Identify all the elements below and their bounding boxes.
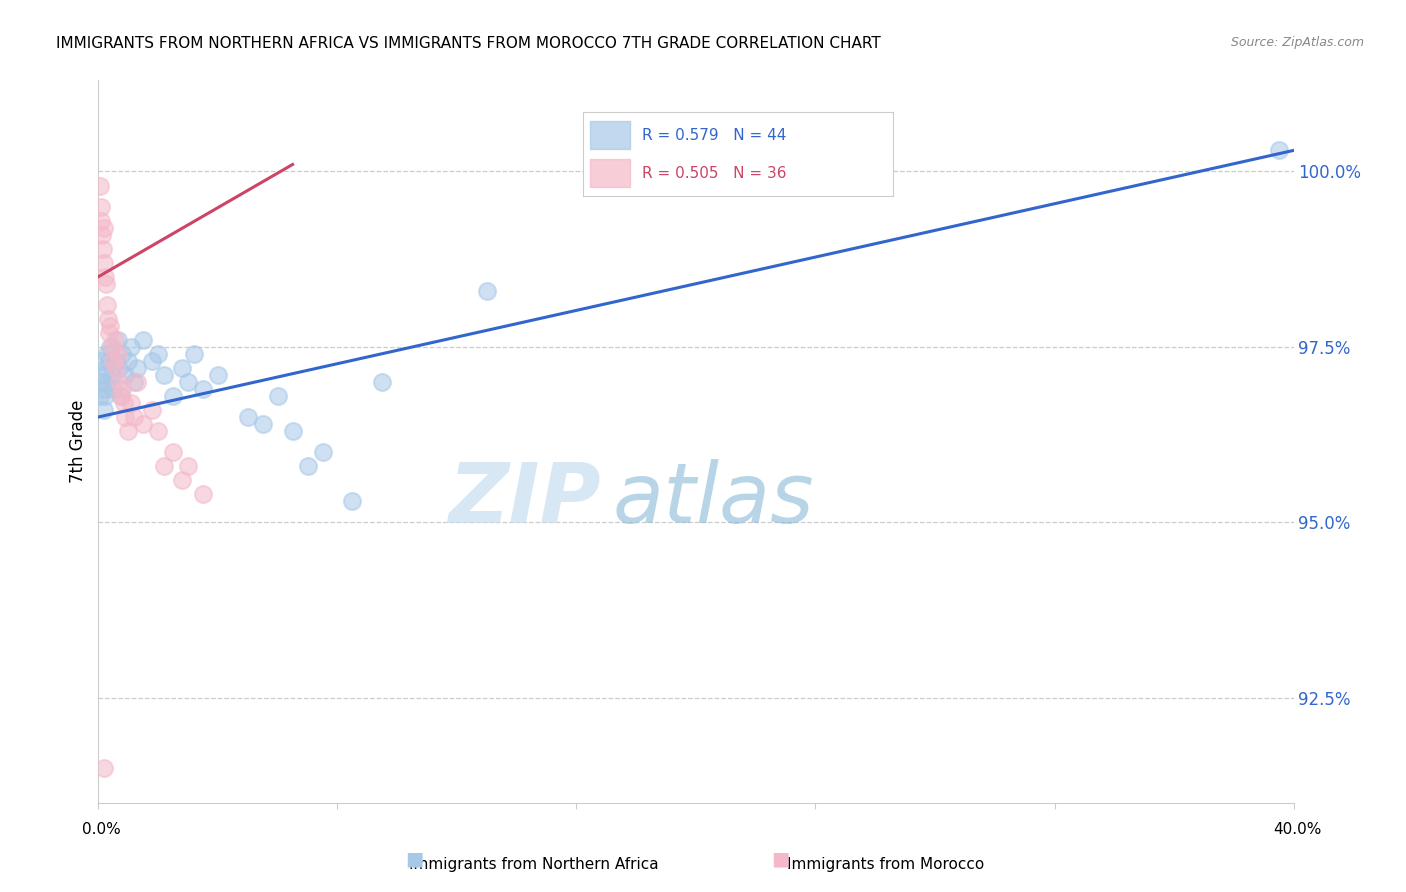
- Text: ■: ■: [770, 850, 790, 869]
- Point: [148, 424, 170, 438]
- Point: [110, 389, 132, 403]
- Point: [91, 375, 114, 389]
- Point: [107, 333, 129, 347]
- Text: Source: ZipAtlas.com: Source: ZipAtlas.com: [1230, 36, 1364, 49]
- Point: [112, 396, 135, 410]
- Point: [108, 360, 131, 375]
- Point: [124, 409, 146, 424]
- Point: [114, 368, 136, 382]
- Point: [98, 318, 122, 333]
- Point: [120, 340, 142, 354]
- Point: [371, 375, 394, 389]
- Point: [94, 389, 117, 403]
- Point: [162, 445, 184, 459]
- Point: [172, 360, 194, 375]
- Text: 0.0%: 0.0%: [82, 822, 121, 837]
- Point: [191, 487, 214, 501]
- Point: [191, 382, 214, 396]
- Point: [475, 284, 498, 298]
- Point: [108, 375, 131, 389]
- Bar: [589, 120, 630, 149]
- Point: [101, 368, 124, 382]
- Text: Immigrants from Northern Africa: Immigrants from Northern Africa: [409, 857, 659, 872]
- Point: [103, 382, 125, 396]
- Point: [90, 200, 112, 214]
- Point: [94, 277, 117, 291]
- Point: [117, 354, 139, 368]
- Point: [111, 382, 134, 396]
- Point: [267, 389, 290, 403]
- Point: [96, 347, 118, 361]
- Point: [93, 255, 115, 269]
- Point: [90, 213, 112, 227]
- Bar: [589, 159, 630, 187]
- Point: [127, 375, 149, 389]
- Point: [1267, 144, 1289, 158]
- Point: [148, 347, 170, 361]
- Point: [162, 389, 184, 403]
- Point: [97, 326, 120, 340]
- Point: [207, 368, 229, 382]
- Text: ZIP: ZIP: [447, 458, 600, 540]
- Point: [91, 368, 114, 382]
- Point: [172, 473, 194, 487]
- Point: [281, 424, 304, 438]
- Point: [183, 347, 205, 361]
- Text: R = 0.579   N = 44: R = 0.579 N = 44: [643, 128, 786, 143]
- Point: [177, 459, 200, 474]
- Point: [105, 360, 128, 375]
- Text: Immigrants from Morocco: Immigrants from Morocco: [787, 857, 984, 872]
- Point: [141, 354, 163, 368]
- Point: [132, 333, 155, 347]
- Point: [104, 333, 127, 347]
- Point: [97, 354, 120, 368]
- Point: [90, 354, 112, 368]
- Point: [236, 409, 259, 424]
- Point: [111, 347, 134, 361]
- Point: [153, 368, 176, 382]
- Point: [94, 360, 117, 375]
- Point: [114, 409, 136, 424]
- Text: atlas: atlas: [613, 458, 814, 540]
- Point: [105, 354, 128, 368]
- Point: [91, 227, 114, 242]
- Text: R = 0.505   N = 36: R = 0.505 N = 36: [643, 166, 787, 181]
- Point: [120, 396, 142, 410]
- Text: ■: ■: [405, 850, 425, 869]
- Point: [98, 340, 122, 354]
- Point: [101, 340, 124, 354]
- Point: [93, 382, 115, 396]
- Point: [311, 445, 333, 459]
- Point: [141, 403, 163, 417]
- Point: [89, 389, 111, 403]
- Point: [297, 459, 319, 474]
- Point: [89, 178, 111, 193]
- Point: [177, 375, 200, 389]
- Point: [342, 494, 364, 508]
- Point: [153, 459, 176, 474]
- Text: 40.0%: 40.0%: [1274, 822, 1322, 837]
- Point: [124, 375, 146, 389]
- Point: [96, 298, 118, 312]
- Y-axis label: 7th Grade: 7th Grade: [69, 400, 87, 483]
- Point: [110, 389, 132, 403]
- Point: [94, 269, 117, 284]
- Point: [127, 360, 149, 375]
- Point: [252, 417, 274, 431]
- Point: [107, 347, 129, 361]
- Point: [132, 417, 155, 431]
- Point: [97, 311, 120, 326]
- Point: [93, 761, 115, 775]
- Text: IMMIGRANTS FROM NORTHERN AFRICA VS IMMIGRANTS FROM MOROCCO 7TH GRADE CORRELATION: IMMIGRANTS FROM NORTHERN AFRICA VS IMMIG…: [56, 36, 882, 51]
- Point: [91, 242, 114, 256]
- Point: [103, 354, 125, 368]
- Point: [93, 220, 115, 235]
- Point: [117, 424, 139, 438]
- Point: [93, 403, 115, 417]
- Point: [96, 375, 118, 389]
